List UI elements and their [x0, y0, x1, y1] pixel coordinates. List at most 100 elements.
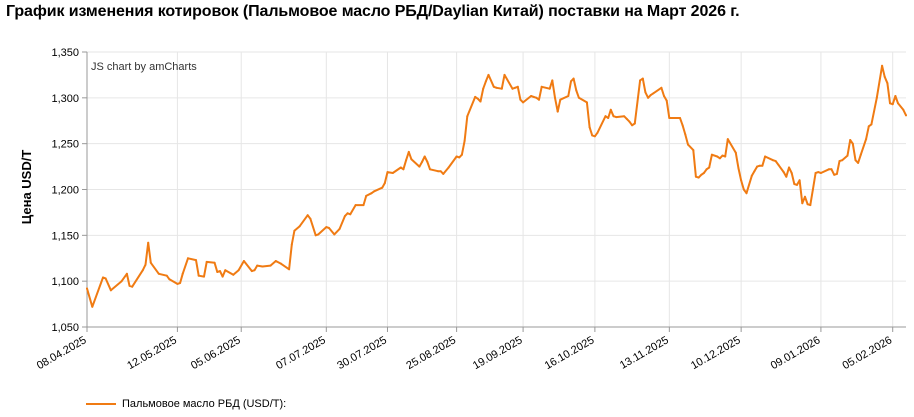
data-point — [902, 108, 905, 111]
data-point — [774, 160, 777, 163]
data-point — [102, 276, 104, 279]
data-point — [288, 268, 291, 271]
data-point — [232, 273, 235, 276]
data-point — [665, 99, 668, 102]
data-point — [181, 272, 184, 275]
data-point — [790, 172, 793, 174]
data-point — [466, 115, 469, 118]
data-point — [381, 186, 384, 189]
x-tick-label: 08.04.2025 — [35, 334, 89, 372]
data-point — [668, 117, 671, 119]
data-point — [551, 79, 554, 82]
data-point — [535, 96, 538, 99]
data-point — [694, 175, 697, 178]
data-point — [86, 287, 88, 290]
x-axis-ticks: 08.04.2025 12.05.2025 05.06.2025 07.07.2025… — [35, 327, 894, 372]
data-point — [785, 175, 788, 178]
data-point — [782, 171, 785, 174]
data-point — [857, 161, 860, 164]
data-point — [554, 96, 556, 99]
data-point — [835, 172, 838, 175]
data-point — [567, 95, 570, 97]
data-point — [593, 135, 596, 138]
data-point — [777, 163, 780, 166]
data-point — [758, 164, 761, 167]
data-point — [809, 204, 812, 207]
data-point — [867, 125, 870, 128]
data-point — [349, 213, 352, 216]
y-tick-label: 1,300 — [51, 93, 79, 105]
data-point — [237, 269, 240, 272]
data-point — [343, 215, 346, 218]
data-point — [718, 157, 721, 160]
data-point — [886, 82, 889, 85]
x-tick-label: 16.10.2025 — [543, 334, 597, 372]
data-point — [631, 124, 634, 127]
data-point — [530, 95, 533, 97]
data-point — [492, 85, 495, 88]
data-point — [572, 77, 575, 80]
data-point — [841, 159, 844, 162]
data-point — [865, 138, 868, 141]
data-point — [309, 217, 312, 220]
data-point — [819, 172, 822, 174]
data-point — [402, 168, 405, 171]
data-point — [641, 77, 644, 80]
data-point — [250, 270, 253, 273]
data-point — [269, 264, 272, 267]
data-point — [405, 159, 408, 162]
x-tick-label: 30.07.2025 — [335, 334, 389, 372]
data-point — [652, 92, 655, 95]
data-point — [500, 87, 503, 90]
data-point — [742, 188, 745, 191]
data-point — [625, 117, 628, 120]
data-point — [128, 284, 131, 287]
data-point — [540, 85, 543, 88]
data-point — [455, 155, 458, 158]
data-point — [827, 168, 830, 171]
data-point — [804, 195, 806, 198]
data-point — [253, 269, 256, 272]
data-point — [846, 154, 849, 157]
data-point — [588, 126, 591, 129]
data-point — [144, 263, 147, 266]
data-point — [221, 275, 224, 278]
data-point — [577, 96, 580, 99]
data-point — [274, 260, 277, 262]
data-point — [484, 80, 487, 83]
chart-credit[interactable]: JS chart by amCharts — [91, 61, 197, 73]
data-point — [458, 156, 461, 159]
data-point — [870, 123, 873, 126]
data-point — [609, 108, 612, 111]
data-point — [607, 117, 610, 119]
data-point — [325, 226, 328, 229]
data-point — [91, 305, 94, 308]
data-point — [365, 194, 368, 197]
data-point — [439, 170, 442, 173]
data-point — [628, 120, 631, 123]
data-point — [623, 115, 626, 118]
data-point — [851, 142, 854, 145]
data-point — [157, 272, 160, 275]
data-point — [205, 260, 208, 263]
data-point — [179, 282, 182, 284]
y-axis-label: Цена USD/T — [19, 150, 34, 225]
y-tick-label: 1,100 — [51, 276, 79, 288]
x-tick-label: 19.09.2025 — [471, 334, 525, 372]
data-point — [761, 164, 764, 167]
data-point — [753, 170, 756, 173]
data-point — [474, 95, 477, 98]
y-axis-ticks: 1,050 1,100 1,150 1,200 1,250 1,300 1,350 — [51, 47, 87, 334]
data-point — [447, 166, 450, 169]
data-point — [639, 79, 642, 82]
data-point — [383, 182, 386, 185]
data-point — [833, 173, 836, 176]
data-point — [894, 95, 897, 97]
legend[interactable]: Пальмовое масло РБД (USD/T): — [86, 396, 286, 412]
data-point — [724, 155, 727, 158]
data-point — [503, 73, 506, 76]
data-point — [559, 98, 562, 101]
data-point — [649, 94, 652, 97]
data-point — [756, 165, 759, 168]
data-point — [570, 80, 572, 83]
